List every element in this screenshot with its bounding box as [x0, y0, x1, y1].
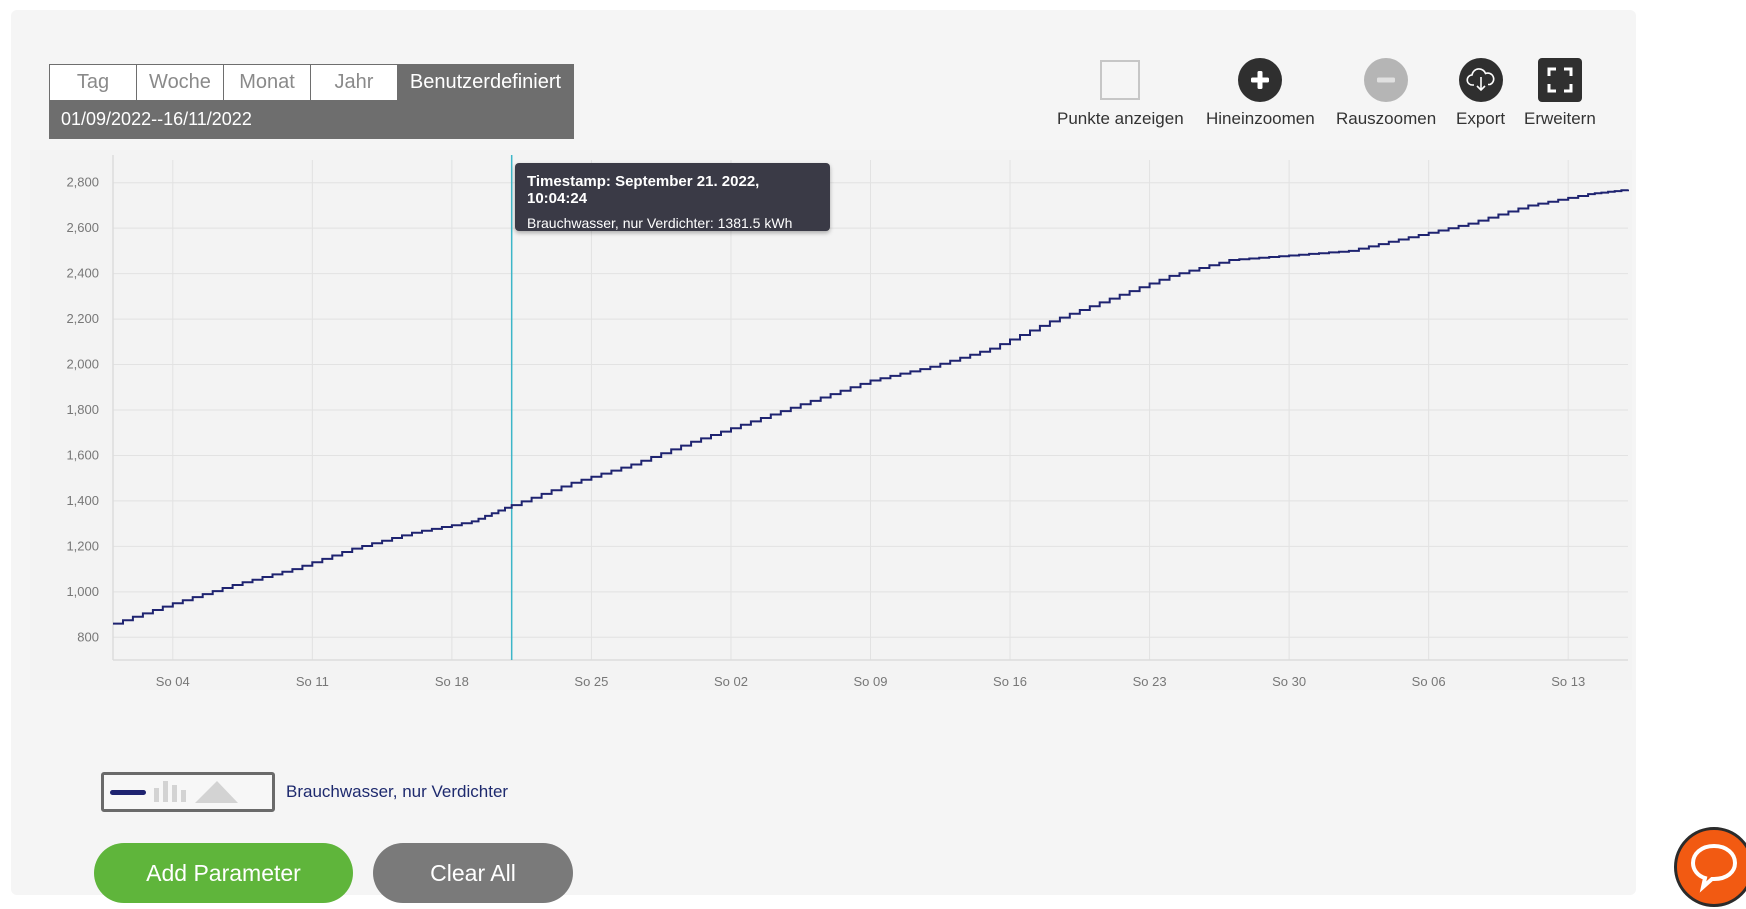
- cloud-download-icon: [1458, 58, 1503, 102]
- chart-tooltip: Timestamp: September 21. 2022, 10:04:24 …: [515, 163, 830, 231]
- tab-year[interactable]: Jahr: [311, 65, 398, 100]
- y-tick-label: 800: [77, 629, 99, 644]
- chart-svg[interactable]: 800 1,000 1,200 1,400 1,600 1,800 2,000 2,200 2,…: [30, 150, 1632, 690]
- x-tick-label: So 16: [993, 674, 1027, 689]
- x-tick-label: So 25: [574, 674, 608, 689]
- x-tick-label: So 04: [156, 674, 190, 689]
- zoom-in-button[interactable]: Hineinzoomen: [1206, 58, 1315, 129]
- y-tick-label: 1,200: [66, 538, 99, 553]
- x-tick-label: So 11: [296, 674, 329, 689]
- legend-series-name[interactable]: Brauchwasser, nur Verdichter: [286, 782, 509, 801]
- zoom-out-button[interactable]: Rauszoomen: [1336, 58, 1436, 129]
- clear-all-button[interactable]: Clear All: [373, 843, 573, 903]
- x-tick-label: So 30: [1272, 674, 1306, 689]
- show-points-label: Punkte anzeigen: [1057, 109, 1184, 128]
- show-points-toggle[interactable]: Punkte anzeigen: [1057, 58, 1184, 129]
- y-tick-label: 2,000: [66, 357, 99, 372]
- y-tick-label: 2,400: [66, 266, 99, 281]
- expand-label: Erweitern: [1524, 109, 1596, 128]
- tab-day[interactable]: Tag: [50, 65, 137, 100]
- checkbox-icon[interactable]: [1100, 60, 1141, 100]
- series-line: [113, 189, 1629, 625]
- line-chart[interactable]: 800 1,000 1,200 1,400 1,600 1,800 2,000 2,200 2,…: [30, 150, 1632, 690]
- y-tick-label: 1,000: [66, 584, 99, 599]
- date-range[interactable]: 01/09/2022--16/11/2022: [61, 109, 252, 129]
- tab-custom[interactable]: Benutzerdefiniert: [398, 65, 573, 100]
- y-tick-label: 2,600: [66, 220, 99, 235]
- zoom-out-label: Rauszoomen: [1336, 109, 1437, 128]
- fullscreen-icon: [1537, 58, 1582, 102]
- zoom-in-label: Hineinzoomen: [1206, 109, 1315, 128]
- series-type-selector[interactable]: [101, 772, 275, 812]
- x-tick-label: So 06: [1412, 674, 1446, 689]
- expand-button[interactable]: Erweitern: [1524, 58, 1596, 129]
- tooltip-timestamp: Timestamp: September 21. 2022, 10:04:24: [527, 173, 760, 207]
- area-icon[interactable]: [195, 781, 238, 803]
- plus-icon: [1238, 58, 1283, 102]
- export-button[interactable]: Export: [1456, 58, 1505, 129]
- add-parameter-button[interactable]: Add Parameter: [94, 843, 353, 903]
- y-tick-label: 1,400: [66, 493, 99, 508]
- x-tick-label: So 02: [714, 674, 748, 689]
- chat-button[interactable]: [1674, 827, 1746, 907]
- y-tick-label: 1,600: [66, 447, 99, 462]
- minus-icon: [1364, 58, 1409, 102]
- tab-week[interactable]: Woche: [137, 65, 224, 100]
- x-tick-label: So 09: [854, 674, 888, 689]
- y-tick-label: 2,200: [66, 311, 99, 326]
- y-tick-label: 2,800: [66, 175, 99, 190]
- x-tick-label: So 13: [1551, 674, 1585, 689]
- y-tick-label: 1,800: [66, 402, 99, 417]
- x-tick-label: So 23: [1133, 674, 1167, 689]
- line-icon[interactable]: [110, 790, 146, 795]
- tab-month[interactable]: Monat: [224, 65, 311, 100]
- tooltip-value: Brauchwasser, nur Verdichter: 1381.5 kWh: [527, 215, 793, 231]
- chat-bubble-icon: [1690, 843, 1738, 893]
- bar-icon[interactable]: [154, 781, 186, 802]
- period-selector: Tag Woche Monat Jahr Benutzerdefiniert 0…: [49, 64, 574, 139]
- export-label: Export: [1456, 109, 1506, 128]
- x-tick-label: So 18: [435, 674, 469, 689]
- period-tabs: Tag Woche Monat Jahr Benutzerdefiniert: [49, 64, 574, 100]
